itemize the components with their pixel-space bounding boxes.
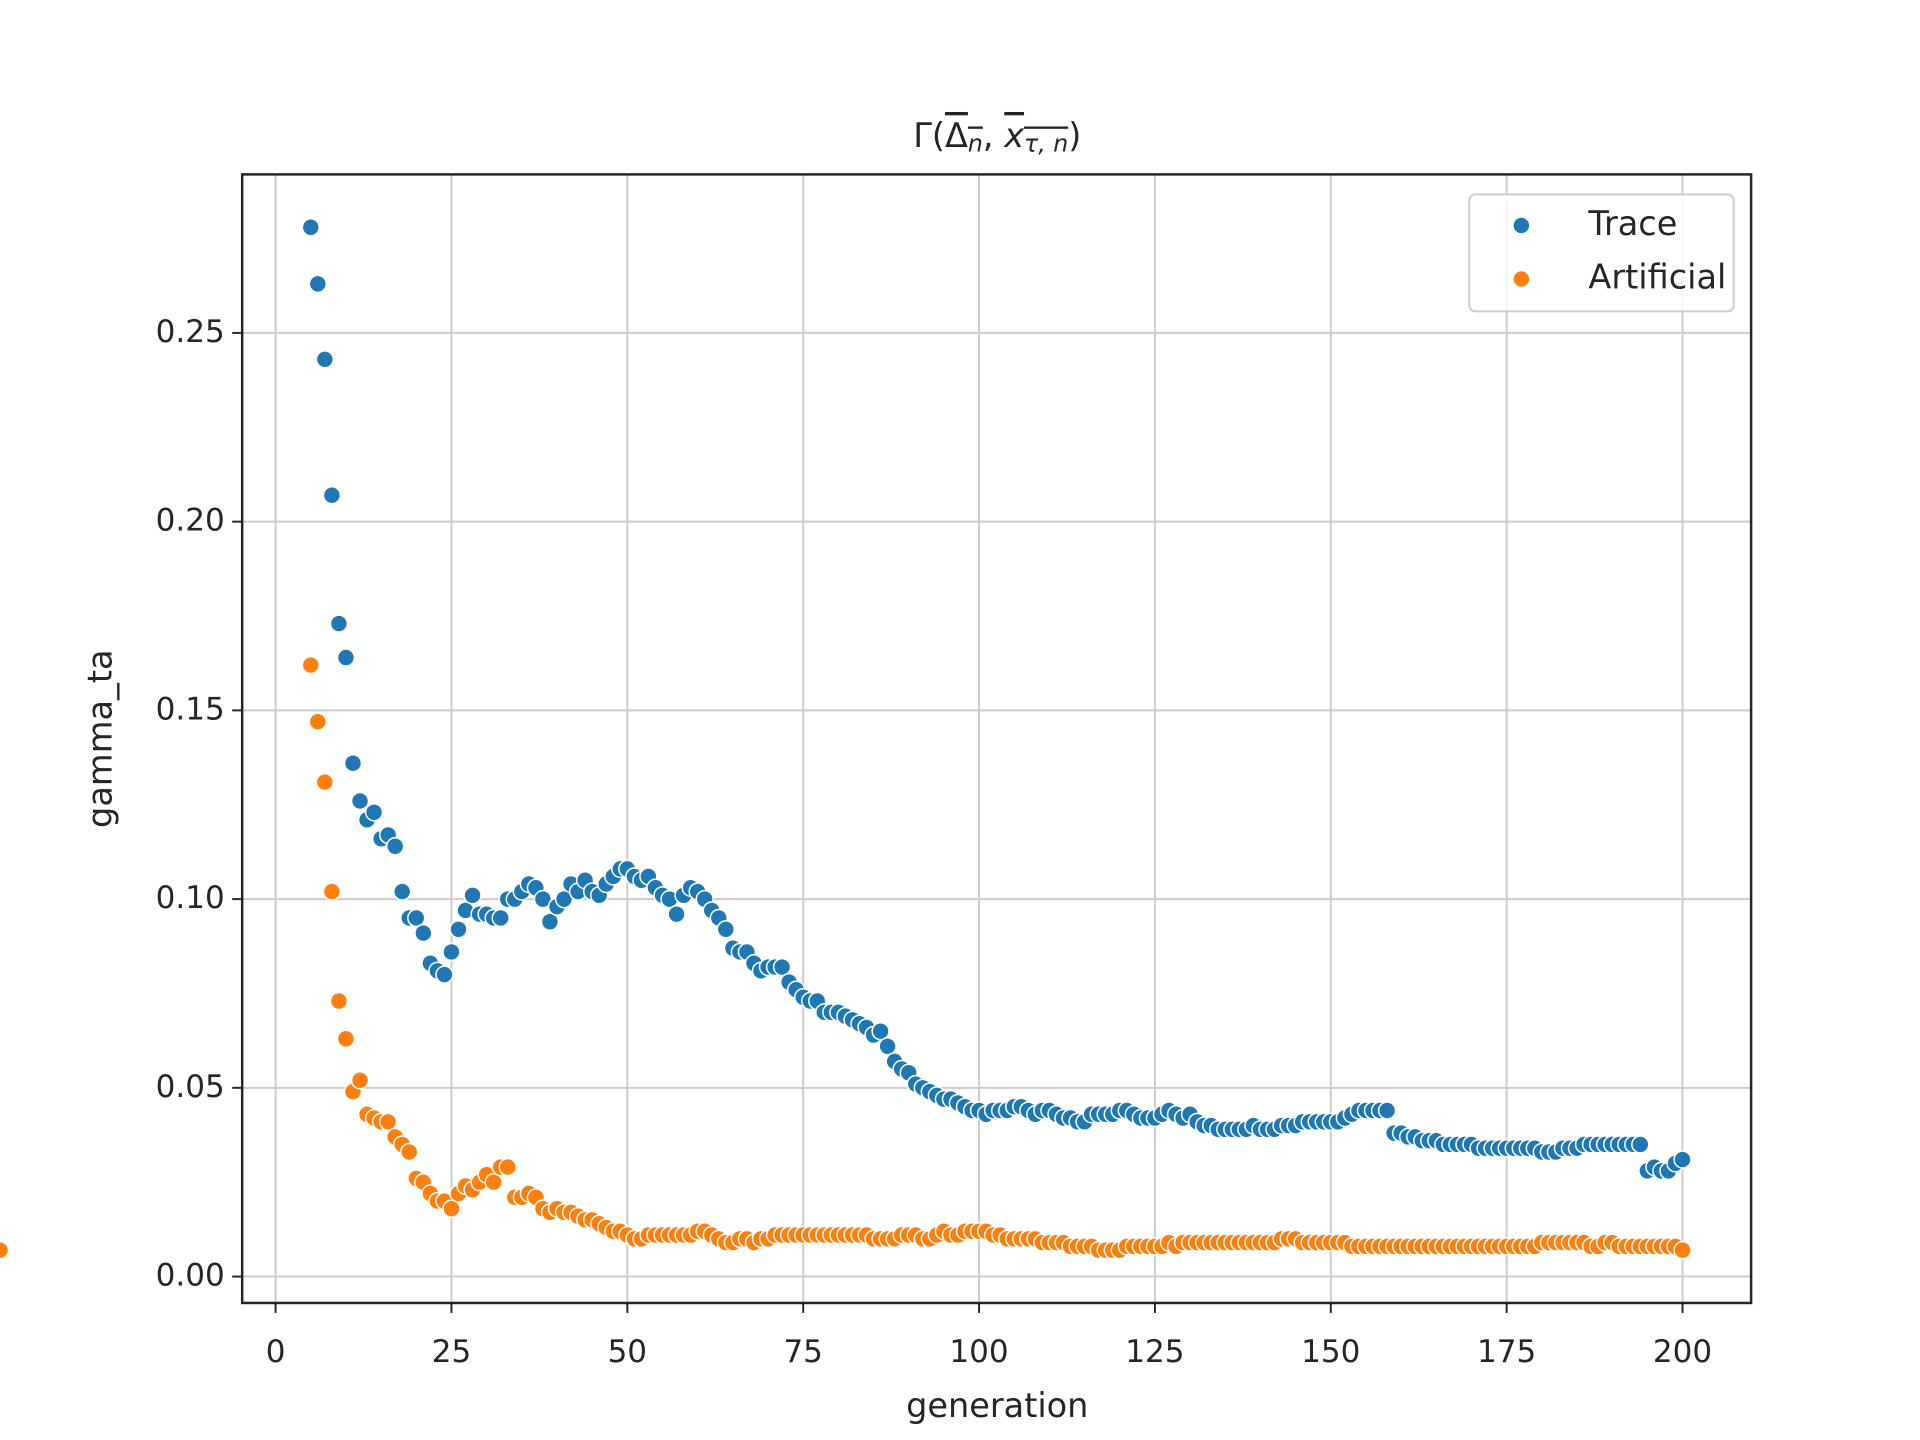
data-point — [0, 1240, 10, 1260]
x-tick-label: 200 — [1653, 1334, 1712, 1370]
data-point — [393, 882, 412, 901]
data-point — [336, 648, 356, 667]
y-tick-label: 0.05 — [156, 1069, 225, 1105]
axes-frame — [240, 173, 1753, 1305]
y-tick-label: 0.25 — [156, 314, 225, 350]
data-point — [540, 912, 560, 931]
data-point — [385, 837, 405, 856]
x-tick-label: 50 — [608, 1334, 647, 1370]
data-point — [350, 1071, 370, 1090]
legend: Trace Artificial — [1468, 193, 1735, 313]
legend-marker — [1512, 269, 1531, 289]
y-tick-label: 0.20 — [156, 503, 225, 539]
data-point — [491, 908, 510, 928]
legend-box — [1468, 193, 1735, 313]
data-point — [484, 1172, 503, 1192]
grid: 0 25 50 75 100 125 150 175 200 0.00 0.05 0.10 0.15 0.… — [156, 174, 1752, 1370]
data-point — [1673, 1240, 1692, 1260]
x-tick-label: 125 — [1125, 1334, 1184, 1370]
data-point — [343, 754, 363, 773]
data-point — [378, 1112, 398, 1132]
y-tick-label: 0.15 — [156, 691, 225, 727]
data-point — [878, 1037, 897, 1056]
title-part: ) — [1068, 115, 1081, 154]
data-point — [414, 923, 433, 943]
data-point — [407, 908, 426, 928]
x-tick-label: 175 — [1477, 1334, 1536, 1370]
x-axis-label: generation — [906, 1386, 1088, 1425]
data-point — [301, 655, 320, 675]
data-point — [449, 920, 468, 939]
data-point — [308, 712, 327, 731]
data-point — [667, 904, 686, 924]
data-point — [315, 772, 335, 792]
data-point — [364, 803, 384, 822]
y-axis-label: gamma_ta — [80, 649, 119, 828]
x-tick-label: 150 — [1301, 1334, 1360, 1370]
title-part: x — [1003, 115, 1025, 154]
x-tick-label: 75 — [783, 1334, 822, 1370]
data-point — [442, 1199, 461, 1218]
chart-title: Γ(Δn, xτ, n) — [913, 115, 1081, 157]
data-point — [435, 965, 454, 984]
data-point — [442, 942, 461, 962]
title-part: τ, n — [1024, 129, 1068, 157]
data-point — [350, 791, 370, 811]
data-point — [716, 920, 735, 939]
plot-area — [0, 218, 1692, 1260]
data-point — [498, 1157, 517, 1177]
data-point — [1631, 1135, 1650, 1154]
title-part: Δ — [945, 115, 968, 154]
data-point — [554, 889, 574, 909]
data-point — [336, 1029, 356, 1048]
data-point — [400, 1142, 419, 1162]
y-tick-label: 0.00 — [156, 1258, 225, 1294]
title-part: , — [983, 115, 1004, 154]
data-point — [1377, 1101, 1397, 1120]
x-tick-label: 25 — [432, 1334, 471, 1370]
data-point — [871, 1021, 890, 1041]
legend-label: Trace — [1587, 204, 1677, 243]
data-point — [463, 886, 482, 905]
data-point — [329, 991, 349, 1011]
data-point — [315, 350, 335, 369]
title-part: Γ( — [913, 115, 945, 154]
data-point — [1673, 1150, 1692, 1169]
data-point — [322, 882, 342, 901]
legend-label: Artificial — [1588, 257, 1726, 296]
x-tick-label: 0 — [266, 1334, 286, 1370]
legend-marker — [1512, 216, 1531, 235]
data-point — [301, 218, 320, 237]
data-point — [329, 614, 349, 633]
data-point — [533, 889, 553, 909]
data-point — [772, 957, 792, 977]
x-tick-label: 100 — [949, 1334, 1008, 1370]
y-tick-label: 0.10 — [156, 880, 225, 916]
data-point — [322, 486, 342, 505]
data-point — [308, 274, 327, 294]
title-part: n — [968, 129, 983, 157]
